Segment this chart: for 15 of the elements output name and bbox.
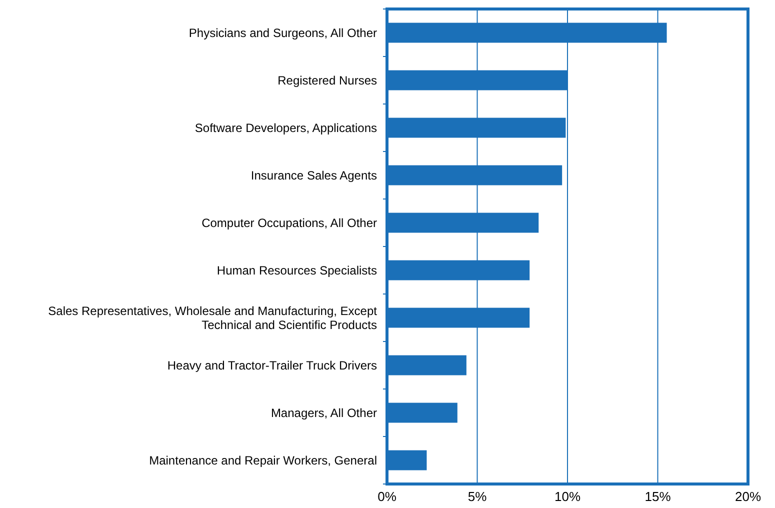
x-tick-label: 20% bbox=[734, 489, 762, 504]
y-tick-label: Insurance Sales Agents bbox=[250, 168, 377, 182]
y-tick-label: Managers, All Other bbox=[270, 406, 377, 420]
y-tick-label: Software Developers, Applications bbox=[194, 120, 377, 135]
y-tick-label: Registered Nurses bbox=[278, 73, 377, 88]
x-tick-label: 10% bbox=[554, 489, 581, 504]
y-tick-label: Physicians and Surgeons, All Other bbox=[188, 26, 377, 40]
y-tick-label: Heavy and Tractor-Trailer Truck Drivers bbox=[167, 358, 377, 372]
y-tick-label: Human Resources Specialists bbox=[216, 263, 377, 278]
y-tick-label: Computer Occupations, All Other bbox=[202, 216, 377, 230]
y-tick-label: Sales Representatives, Wholesale and Manufacturing, Except Technical and Scientific Products bbox=[48, 304, 378, 332]
x-tick-label: 5% bbox=[468, 489, 488, 504]
x-tick-label: 15% bbox=[644, 489, 672, 504]
x-tick-label: 0% bbox=[378, 489, 397, 504]
y-tick-label: Maintenance and Repair Workers, General bbox=[149, 453, 377, 468]
